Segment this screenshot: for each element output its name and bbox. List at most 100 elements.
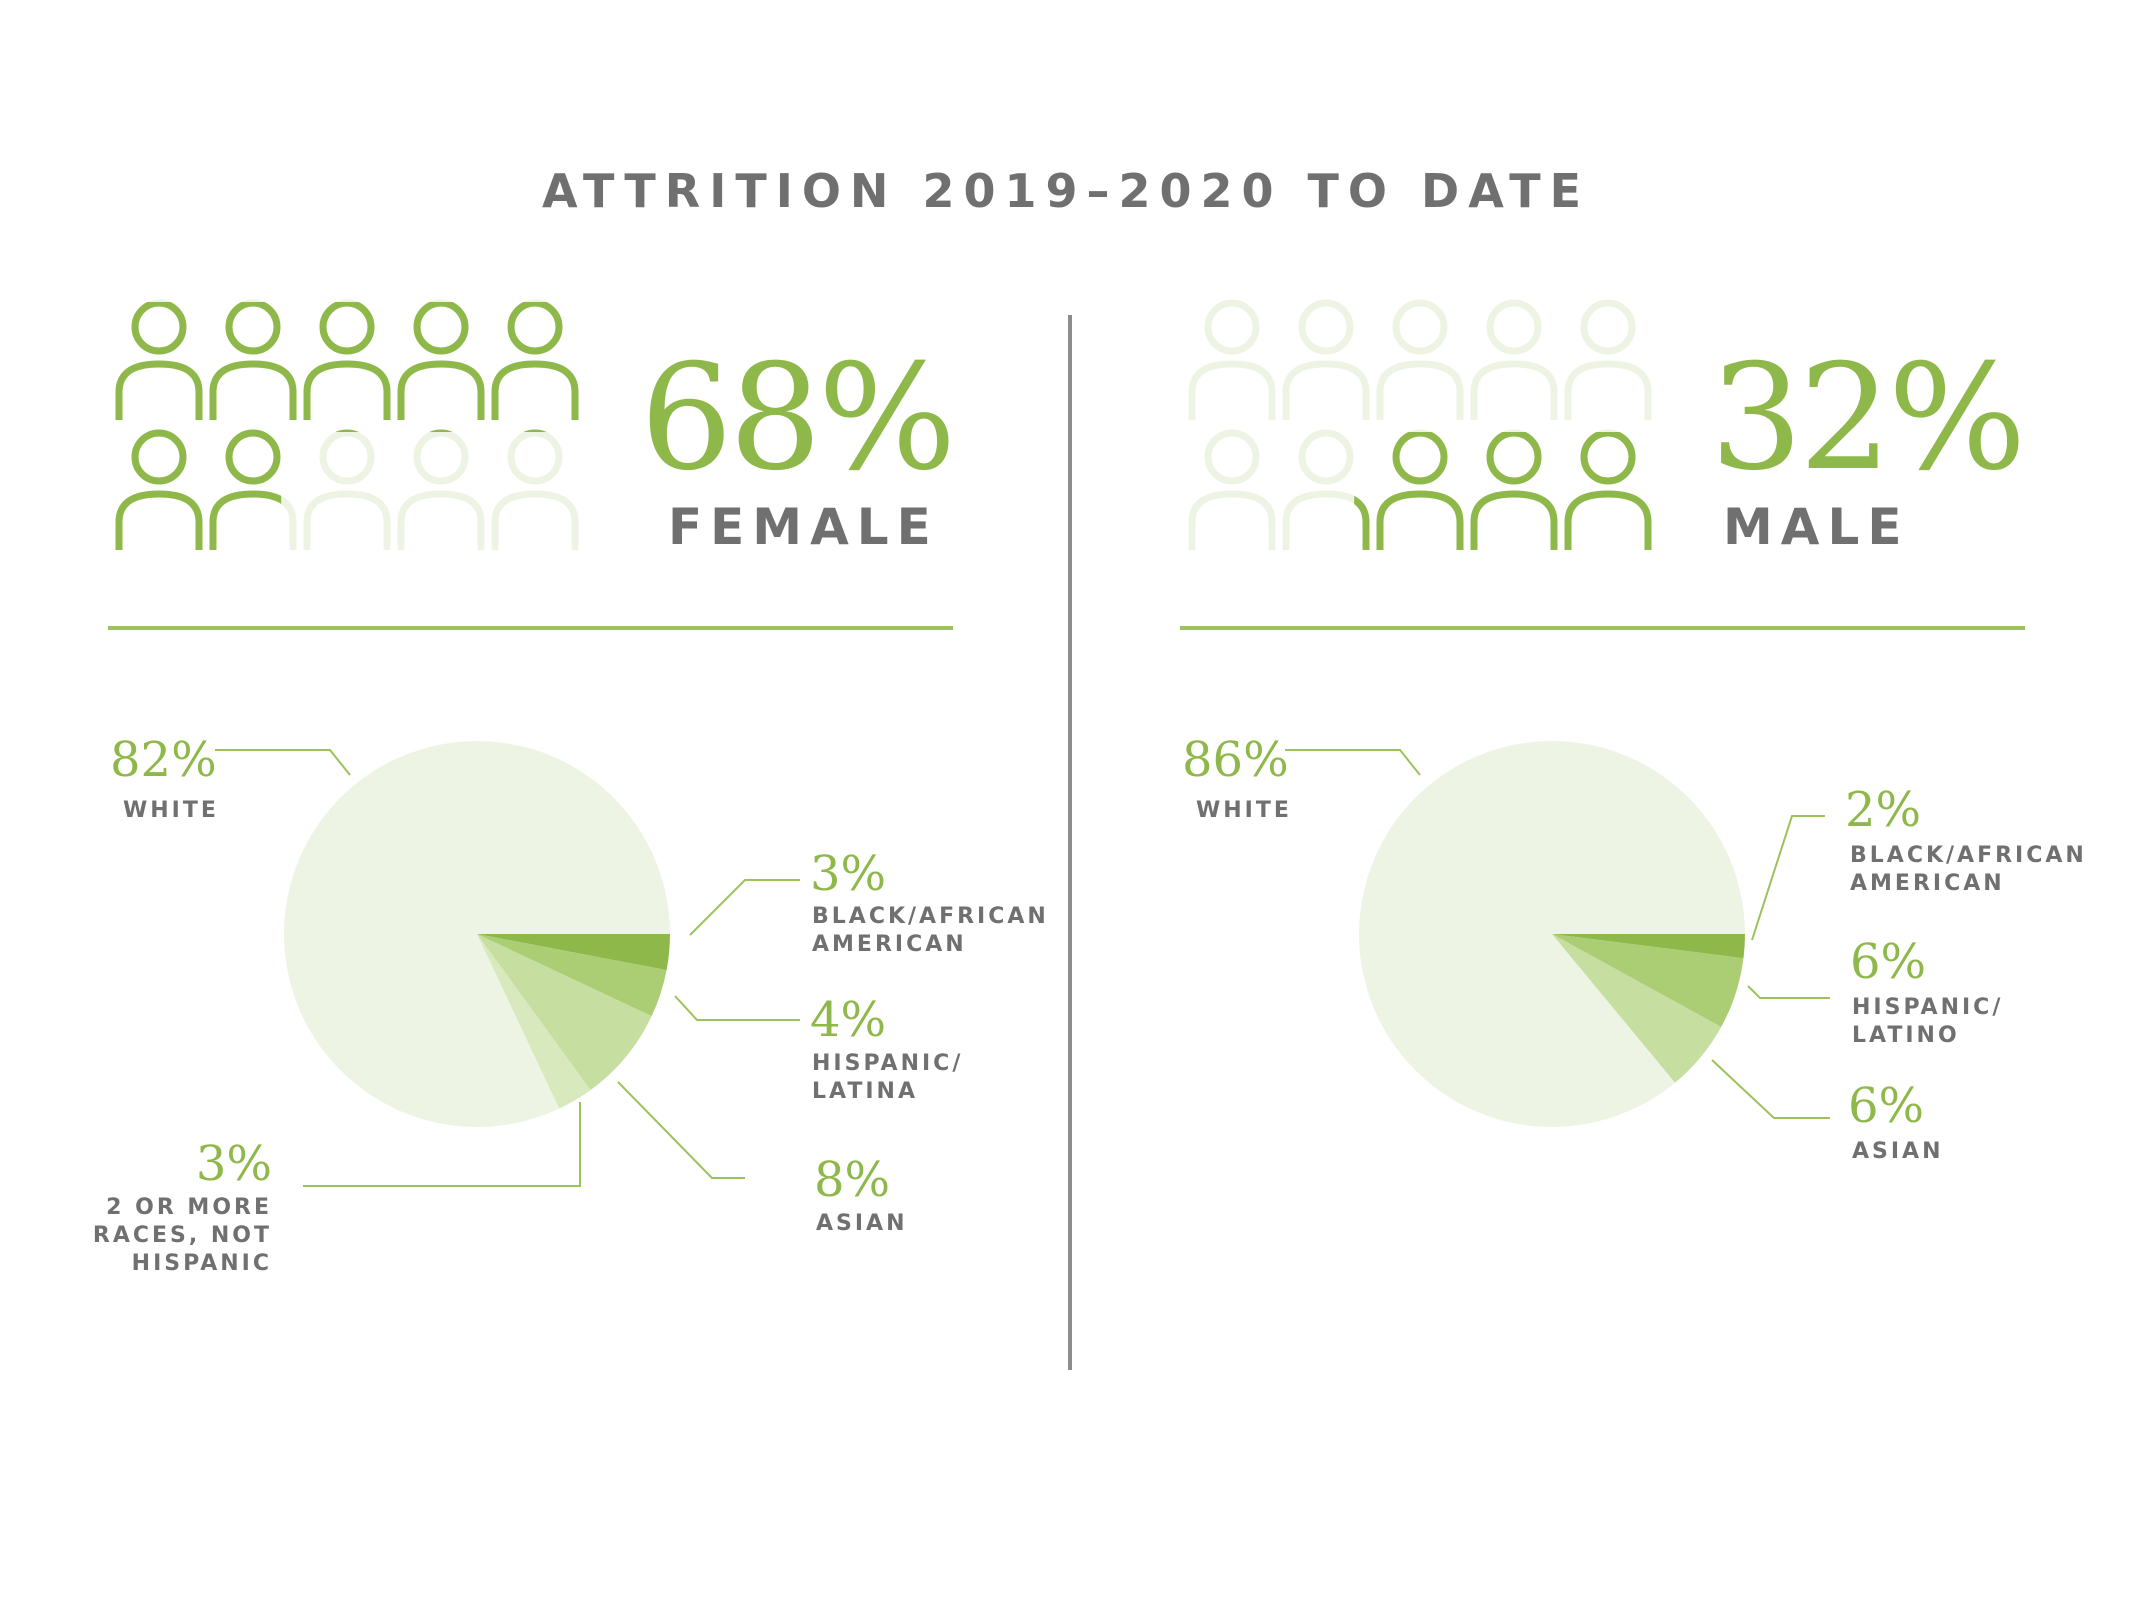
person-body-icon — [303, 490, 391, 550]
male-icons-pale — [1188, 299, 1652, 550]
person-body-icon — [115, 490, 203, 550]
male-hispanic-text-1: HISPANIC/ — [1852, 995, 2003, 1020]
person-head-icon — [1298, 429, 1354, 485]
male-label-hispanic: 6% HISPANIC/ LATINO — [1850, 934, 2003, 1048]
female-white-pct: 82% — [110, 732, 217, 788]
leader-male-asian — [1711, 1059, 1830, 1119]
male-person-icon — [1470, 299, 1558, 420]
female-leader-lines — [215, 749, 800, 1187]
person-head-icon — [1392, 432, 1448, 485]
male-black-text-1: BLACK/AFRICAN — [1850, 843, 2087, 868]
person-head-icon — [1298, 299, 1354, 355]
female-person-icon — [303, 429, 391, 550]
male-label: MALE — [1723, 498, 1909, 556]
male-leader-lines — [1285, 749, 1830, 1119]
female-multi-text-2: RACES, NOT — [93, 1223, 272, 1248]
female-person-icon — [209, 429, 297, 550]
male-black-pct: 2% — [1845, 782, 1921, 838]
female-label-multi: 3% 2 OR MORE RACES, NOT HISPANIC — [93, 1136, 272, 1276]
male-white-pct: 86% — [1182, 732, 1289, 788]
female-white-text: WHITE — [123, 798, 219, 823]
leader-female-white — [215, 749, 351, 776]
pie-slice-hispanic-latina — [477, 934, 667, 1017]
male-person-icon — [1354, 496, 1370, 550]
person-head-icon — [225, 302, 281, 355]
pie-slice-asian — [477, 934, 652, 1091]
pie-slice-2-or-more-races-not-hispanic — [477, 934, 591, 1109]
female-asian-pct: 8% — [814, 1152, 890, 1208]
person-body-icon — [397, 490, 485, 550]
female-hispanic-text-2: LATINA — [812, 1079, 918, 1104]
person-body-icon — [1564, 360, 1652, 420]
female-asian-text: ASIAN — [816, 1211, 908, 1236]
pie-slice-asian — [1552, 934, 1722, 1083]
person-head-icon — [413, 302, 469, 355]
page-title: ATTRITION 2019–2020 TO DATE — [542, 164, 1590, 218]
female-person-icon — [397, 429, 485, 550]
female-label: FEMALE — [668, 498, 939, 556]
male-hispanic-pct: 6% — [1850, 934, 1926, 990]
pie-slice-black-african-american — [1552, 934, 1745, 959]
female-pie-chart — [284, 740, 670, 1127]
female-icon-grid — [115, 299, 579, 550]
person-head-icon — [319, 302, 375, 355]
female-multi-pct: 3% — [196, 1136, 272, 1192]
person-head-icon — [1486, 299, 1542, 355]
person-body-icon — [1282, 490, 1370, 550]
person-body-icon — [1470, 360, 1558, 420]
male-person-icon — [1564, 432, 1652, 550]
female-person-icon — [491, 302, 579, 420]
female-person-icon — [209, 302, 297, 420]
female-hispanic-text-1: HISPANIC/ — [812, 1051, 963, 1076]
male-person-icon — [1282, 299, 1370, 420]
male-person-icon — [1564, 299, 1652, 420]
leader-male-black — [1751, 815, 1825, 941]
male-asian-text: ASIAN — [1852, 1139, 1944, 1164]
person-body-icon — [491, 360, 579, 420]
leader-male-white — [1285, 749, 1421, 776]
person-head-icon — [507, 302, 563, 355]
male-percent: 32% — [1710, 333, 2023, 503]
female-person-icon — [397, 302, 485, 420]
person-body-icon — [115, 360, 203, 420]
male-person-icon — [1188, 429, 1276, 550]
male-label-black: 2% BLACK/AFRICAN AMERICAN — [1845, 782, 2087, 896]
male-person-icon — [1188, 299, 1276, 420]
leader-female-black — [689, 879, 800, 936]
person-body-icon — [1376, 490, 1464, 550]
male-label-white: 86% WHITE — [1182, 732, 1289, 823]
person-body-icon — [1354, 496, 1370, 550]
male-black-text-2: AMERICAN — [1850, 871, 2005, 896]
male-person-icon — [1376, 299, 1464, 420]
pie-slice-black-african-american — [477, 934, 670, 971]
person-head-icon — [1580, 432, 1636, 485]
person-body-icon — [209, 360, 297, 420]
male-pie-chart — [1358, 741, 1745, 1127]
male-label-asian: 6% ASIAN — [1848, 1078, 1944, 1164]
male-icons-filled — [1354, 432, 1652, 550]
person-body-icon — [1564, 490, 1652, 550]
male-person-icon — [1376, 432, 1464, 550]
person-head-icon — [225, 429, 281, 485]
male-hispanic-text-2: LATINO — [1852, 1023, 1960, 1048]
leader-female-multi — [303, 1102, 581, 1187]
person-head-icon — [413, 429, 469, 485]
person-body-icon — [1282, 360, 1370, 420]
person-body-icon — [397, 360, 485, 420]
person-body-icon — [1188, 490, 1276, 550]
person-head-icon — [319, 429, 375, 485]
female-icons-pale — [115, 299, 579, 550]
person-head-icon — [1204, 429, 1260, 485]
male-icon-grid — [1188, 299, 1652, 550]
person-head-icon — [131, 302, 187, 355]
person-head-icon — [1580, 299, 1636, 355]
person-body-icon — [491, 490, 579, 550]
female-label-black: 3% BLACK/AFRICAN AMERICAN — [810, 846, 1046, 957]
female-multi-text-1: 2 OR MORE — [106, 1195, 272, 1220]
person-head-icon — [1204, 299, 1260, 355]
female-icons-filled — [115, 302, 579, 550]
pie-slice-hispanic-latino — [1552, 934, 1744, 1027]
male-person-icon — [1470, 432, 1558, 550]
person-head-icon — [1392, 299, 1448, 355]
